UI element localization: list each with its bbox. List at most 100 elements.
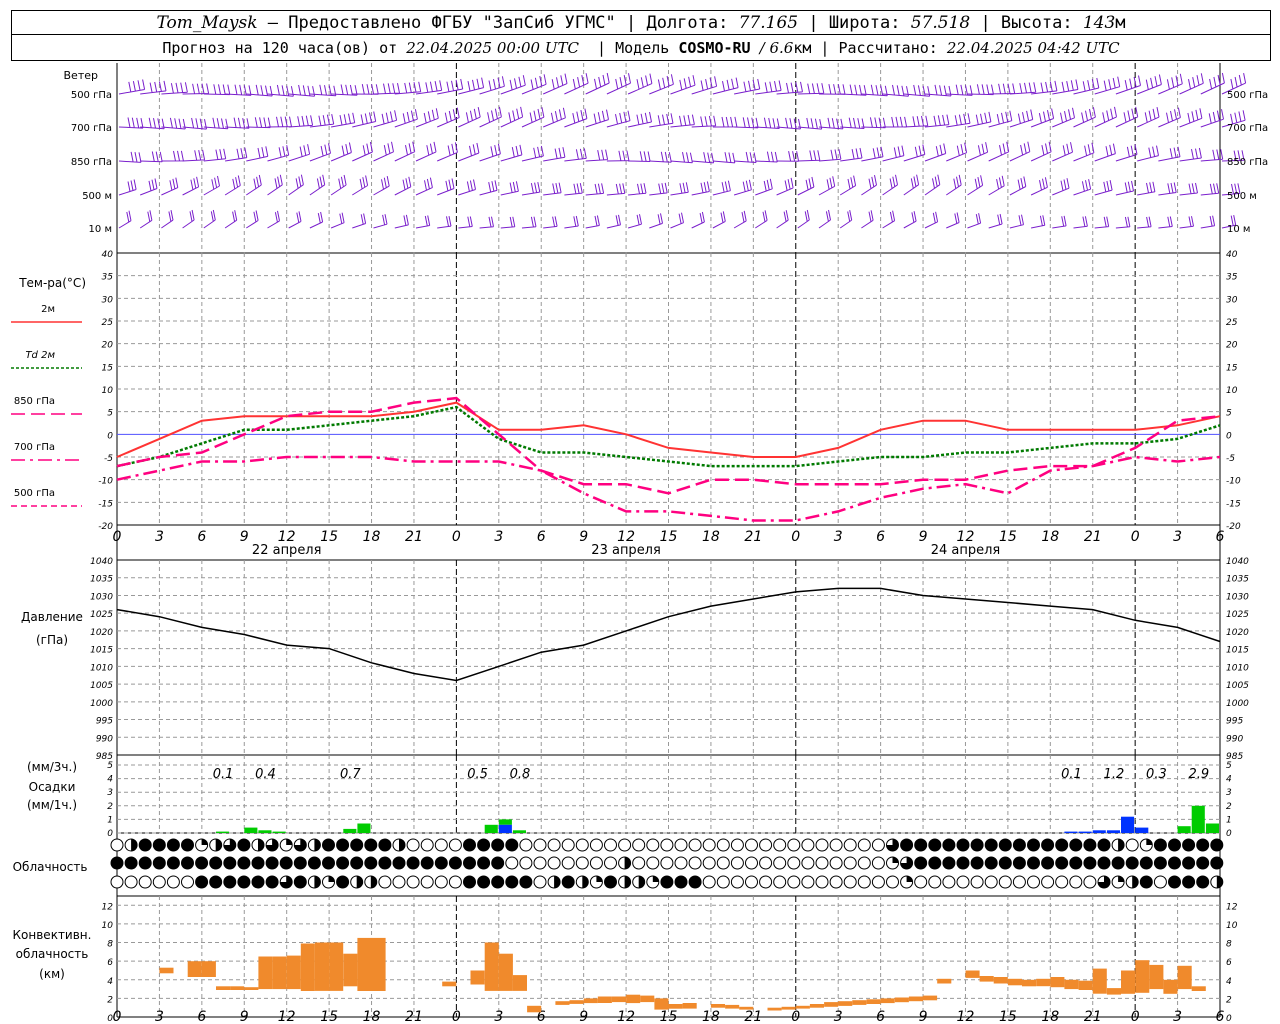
wind-barb-icon bbox=[415, 177, 433, 196]
temp-y-tick-right: -10 bbox=[1226, 477, 1241, 487]
cloud-fill bbox=[985, 857, 998, 869]
wind-barb-icon bbox=[161, 82, 188, 95]
model-res-unit: км bbox=[793, 38, 812, 57]
wind-barb-icon bbox=[903, 115, 929, 128]
press-y-tick-left: 1015 bbox=[90, 646, 113, 656]
convective-cloud-bar bbox=[965, 970, 980, 978]
wind-barb-icon bbox=[988, 175, 1005, 196]
wind-barb-icon bbox=[1094, 180, 1113, 196]
wind-barb-icon bbox=[479, 216, 494, 229]
temp-x-tick-label: 21 bbox=[744, 529, 762, 545]
wind-barb-icon bbox=[118, 117, 144, 129]
wind-barb-icon bbox=[818, 149, 842, 162]
wind-barb-icon bbox=[1158, 146, 1181, 162]
temp-y-tick-left: 15 bbox=[102, 363, 114, 373]
cloud-symbol-icon bbox=[674, 838, 688, 852]
wind-barb-icon bbox=[733, 179, 752, 196]
wind-barb-icon bbox=[394, 176, 412, 196]
press-y-tick-right: 1025 bbox=[1226, 610, 1249, 620]
wind-barb-icon bbox=[1137, 181, 1156, 196]
wind-barb-icon bbox=[946, 84, 973, 96]
conv-x-tick-label: 21 bbox=[744, 1009, 762, 1024]
wind-barb-icon bbox=[1094, 143, 1116, 162]
temp-y-tick-left: 20 bbox=[102, 341, 114, 351]
conv-x-tick-label: 21 bbox=[1084, 1009, 1102, 1024]
pressure-unit: (гПа) bbox=[36, 633, 68, 647]
cloud-symbol-icon bbox=[829, 875, 843, 889]
cloud-symbol-icon bbox=[420, 875, 434, 889]
cloud-fill bbox=[252, 876, 264, 888]
model-res: / 6.6 bbox=[759, 38, 794, 57]
cloud-fill bbox=[328, 876, 335, 882]
cloud-fill bbox=[886, 839, 899, 852]
wind-barb-icon bbox=[1009, 214, 1024, 229]
precip-y-tick-left: 3 bbox=[107, 788, 113, 798]
wind-barb-icon bbox=[924, 174, 941, 196]
wind-barb-icon bbox=[1073, 216, 1088, 229]
convective-cloud-bar bbox=[470, 970, 485, 985]
conv-title-line2: облачность bbox=[16, 947, 89, 961]
wind-barb-icon bbox=[1200, 183, 1220, 196]
cloud-symbol-icon bbox=[632, 856, 646, 870]
wind-barb-icon bbox=[755, 117, 780, 129]
precip-3h-total: 0.7 bbox=[340, 767, 361, 782]
cloud-fill bbox=[942, 857, 955, 869]
wind-barb-icon bbox=[670, 152, 693, 164]
convective-cloud-bar bbox=[739, 1006, 754, 1010]
title-bar: Tom_Maysk – Предоставлено ФГБУ "ЗапСиб У… bbox=[11, 10, 1271, 35]
cloud-fill bbox=[111, 857, 123, 869]
wind-barb-icon bbox=[1179, 108, 1203, 128]
wind-barb-icon bbox=[903, 84, 931, 97]
cloud-symbol-icon bbox=[152, 875, 166, 889]
precip-rain-bar bbox=[1205, 823, 1219, 833]
wind-level-label-right: 850 гПа bbox=[1227, 157, 1268, 168]
conv-y-tick-left: 12 bbox=[102, 902, 114, 912]
precip-rain-bar bbox=[244, 827, 258, 833]
wind-barb-icon bbox=[1009, 176, 1027, 196]
cloud-symbol-icon bbox=[801, 838, 815, 852]
temp-x-tick-label: 12 bbox=[957, 529, 975, 545]
convective-cloud-bar bbox=[1149, 964, 1164, 990]
wind-barb-icon bbox=[224, 175, 241, 196]
temp-y-tick-left: -10 bbox=[98, 477, 113, 487]
press-y-tick-left: 1025 bbox=[90, 610, 113, 620]
convective-cloud-bar bbox=[230, 986, 245, 990]
convective-cloud-bar bbox=[894, 997, 909, 1003]
convective-cloud-bar bbox=[979, 976, 994, 982]
cloud-symbol-icon bbox=[561, 838, 575, 852]
wind-barb-icon bbox=[161, 177, 179, 196]
precip-snow-bar bbox=[1121, 816, 1135, 833]
cloud-fill bbox=[449, 857, 462, 869]
wind-barb-icon bbox=[1179, 147, 1202, 162]
wind-barb-icon bbox=[649, 182, 668, 196]
wind-barb-icon bbox=[521, 145, 544, 162]
cloud-fill bbox=[294, 857, 307, 869]
wind-barb-icon bbox=[755, 80, 782, 95]
convective-cloud-bar bbox=[244, 987, 259, 990]
cloud-symbol-icon bbox=[787, 856, 801, 870]
temp-y-tick-left: 0 bbox=[107, 431, 113, 441]
wind-barb-icon bbox=[182, 176, 200, 196]
convective-cloud-bar bbox=[187, 961, 202, 977]
cloud-fill bbox=[1168, 876, 1181, 888]
cloud-fill bbox=[215, 839, 222, 851]
conv-y-tick-right: 6 bbox=[1226, 958, 1232, 968]
cloud-fill bbox=[393, 857, 405, 869]
cloud-fill bbox=[505, 839, 518, 851]
cloud-symbol-icon bbox=[730, 856, 744, 870]
cloud-symbol-icon bbox=[702, 838, 716, 852]
convective-cloud-bar bbox=[654, 998, 669, 1010]
cloud-fill bbox=[554, 876, 561, 888]
cloud-fill bbox=[435, 857, 448, 869]
cloud-fill bbox=[237, 839, 250, 851]
wind-barb-icon bbox=[1221, 73, 1247, 95]
pressure-title: Давление bbox=[21, 610, 83, 624]
temp-x-tick-label: 15 bbox=[320, 529, 338, 545]
precip-unit-bottom: (мм/1ч.) bbox=[27, 798, 77, 812]
cloud-fill bbox=[1027, 857, 1040, 869]
cloud-fill bbox=[999, 857, 1012, 869]
temp-x-tick-label: 6 bbox=[1216, 529, 1225, 545]
cloud-fill bbox=[421, 857, 434, 869]
subtitle-bar: Прогноз на 120 часа(ов) от 22.04.2025 00… bbox=[11, 35, 1271, 61]
cloud-fill bbox=[350, 857, 363, 869]
